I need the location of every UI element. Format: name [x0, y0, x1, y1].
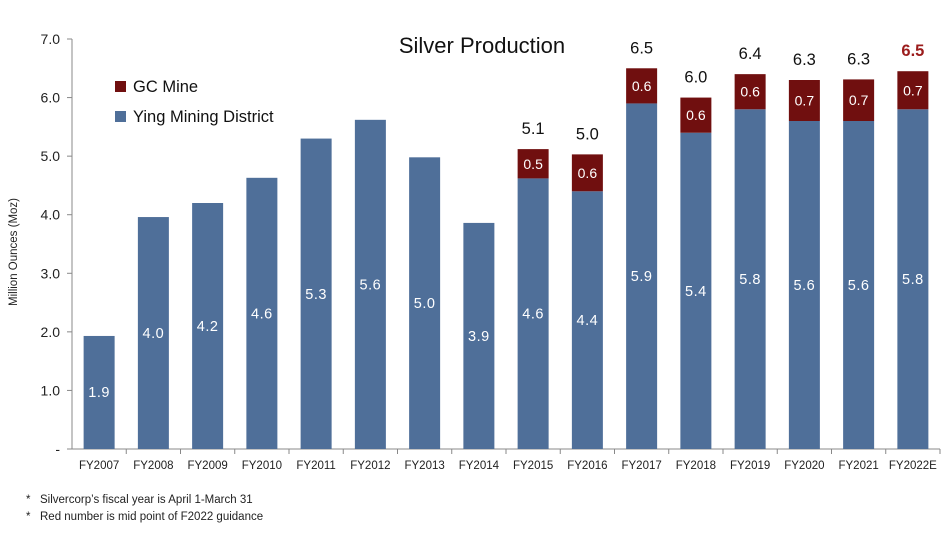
bar-label-gc-mine: 0.5 — [523, 156, 543, 172]
y-tick-label: 6.0 — [41, 90, 61, 106]
bar-label-gc-mine: 0.6 — [632, 78, 652, 94]
bar-label-ying-mining-district: 5.9 — [631, 269, 653, 285]
x-tick-label: FY2019 — [730, 460, 770, 472]
bar-label-gc-mine: 0.7 — [849, 92, 869, 108]
total-label: 5.0 — [576, 125, 599, 143]
x-tick-label: FY2020 — [784, 460, 824, 472]
x-tick-label: FY2008 — [133, 460, 173, 472]
silver-production-chart: - 1.0 2.0 3.0 4.0 5.0 6.0 7.0 Million Ounces (Mo… — [8, 31, 941, 472]
y-tick-label: - — [55, 441, 60, 457]
bar-label-ying-mining-district: 5.3 — [305, 287, 327, 303]
x-tick-label: FY2022E — [889, 460, 937, 472]
x-tick-label: FY2015 — [513, 460, 553, 472]
bar-ying-mining-district — [680, 132, 712, 449]
bar-label-ying-mining-district: 4.0 — [143, 326, 165, 342]
total-label: 5.1 — [522, 120, 545, 138]
y-tick-label: 4.0 — [41, 207, 61, 223]
bar-label-gc-mine: 0.6 — [686, 107, 706, 123]
bar-label-ying-mining-district: 4.4 — [577, 313, 599, 329]
bar-ying-mining-district — [571, 191, 603, 450]
legend-label-gc-mine: GC Mine — [133, 78, 198, 96]
legend-swatch-ying-mining-district — [115, 111, 126, 122]
x-tick-label: FY2007 — [79, 460, 119, 472]
bar-ying-mining-district — [734, 109, 766, 450]
x-tick-label: FY2014 — [459, 460, 500, 472]
bar-label-ying-mining-district: 4.6 — [522, 307, 544, 323]
bar-gc-mine — [843, 79, 875, 121]
y-tick-label: 7.0 — [41, 31, 61, 47]
total-label: 6.3 — [847, 50, 870, 68]
bar-gc-mine — [680, 97, 712, 133]
x-tick-label: FY2013 — [404, 460, 444, 472]
bar-gc-mine — [734, 74, 766, 110]
x-tick-label: FY2021 — [838, 460, 878, 472]
bar-label-gc-mine: 0.7 — [795, 93, 815, 109]
bar-gc-mine — [517, 149, 549, 179]
bar-label-ying-mining-district: 5.6 — [848, 278, 870, 294]
bar-ying-mining-district — [897, 109, 929, 450]
bar-gc-mine — [897, 71, 929, 110]
total-label: 6.4 — [739, 45, 762, 63]
bar-label-ying-mining-district: 4.6 — [251, 306, 273, 322]
x-tick-label: FY2016 — [567, 460, 607, 472]
bar-ying-mining-district — [246, 177, 278, 450]
bar-ying-mining-district — [83, 335, 115, 449]
bar-gc-mine — [788, 80, 820, 121]
bar-label-ying-mining-district: 5.0 — [414, 296, 436, 312]
total-label: 6.5 — [630, 39, 653, 57]
bar-label-ying-mining-district: 4.2 — [197, 319, 219, 335]
chart-title: Silver Production — [399, 33, 565, 58]
legend-swatch-gc-mine — [115, 81, 126, 92]
bar-ying-mining-district — [517, 178, 549, 449]
bar-ying-mining-district — [300, 138, 332, 450]
bar-label-gc-mine: 0.7 — [903, 82, 923, 98]
bar-gc-mine — [571, 154, 603, 192]
bar-gc-mine — [626, 68, 658, 104]
total-label-highlight: 6.5 — [901, 42, 924, 60]
x-tick-label: FY2009 — [187, 460, 227, 472]
y-tick-label: 3.0 — [41, 265, 61, 281]
total-label: 6.3 — [793, 51, 816, 69]
x-tick-label: FY2012 — [350, 460, 390, 472]
bar-label-ying-mining-district: 5.4 — [685, 284, 707, 300]
bar-ying-mining-district — [463, 222, 495, 449]
bar-label-ying-mining-district: 5.8 — [739, 272, 761, 288]
bar-label-ying-mining-district: 5.6 — [360, 277, 382, 293]
x-tick-label: FY2010 — [242, 460, 282, 472]
y-tick-label: 1.0 — [41, 382, 61, 398]
footnotes: * Silvercorp’s fiscal year is April 1-Mar… — [26, 492, 263, 526]
bar-label-ying-mining-district: 5.8 — [902, 272, 924, 288]
bar-ying-mining-district — [137, 217, 169, 449]
bar-ying-mining-district — [192, 203, 224, 449]
y-tick-label: 2.0 — [41, 324, 61, 340]
bar-ying-mining-district — [788, 121, 820, 449]
bar-ying-mining-district — [354, 119, 386, 449]
bar-label-ying-mining-district: 5.6 — [794, 278, 816, 294]
y-tick-label: 5.0 — [41, 148, 61, 164]
x-tick-label: FY2017 — [621, 460, 661, 472]
total-label: 6.0 — [684, 69, 707, 87]
legend-label-ying-mining-district: Ying Mining District — [133, 108, 274, 126]
y-axis-title: Million Ounces (Moz) — [8, 198, 20, 306]
x-tick-label: FY2018 — [676, 460, 716, 472]
footnote-2: * Red number is mid point of F2022 guidan… — [26, 511, 264, 523]
bar-ying-mining-district — [626, 103, 658, 449]
footnote-1: * Silvercorp’s fiscal year is April 1-Mar… — [26, 494, 253, 506]
bar-ying-mining-district — [409, 157, 441, 450]
x-tick-label: FY2011 — [296, 460, 335, 472]
bar-label-ying-mining-district: 3.9 — [468, 329, 490, 345]
bar-label-gc-mine: 0.6 — [578, 165, 598, 181]
bar-label-gc-mine: 0.6 — [740, 84, 760, 100]
bar-label-ying-mining-district: 1.9 — [88, 385, 110, 401]
bar-ying-mining-district — [843, 121, 875, 449]
